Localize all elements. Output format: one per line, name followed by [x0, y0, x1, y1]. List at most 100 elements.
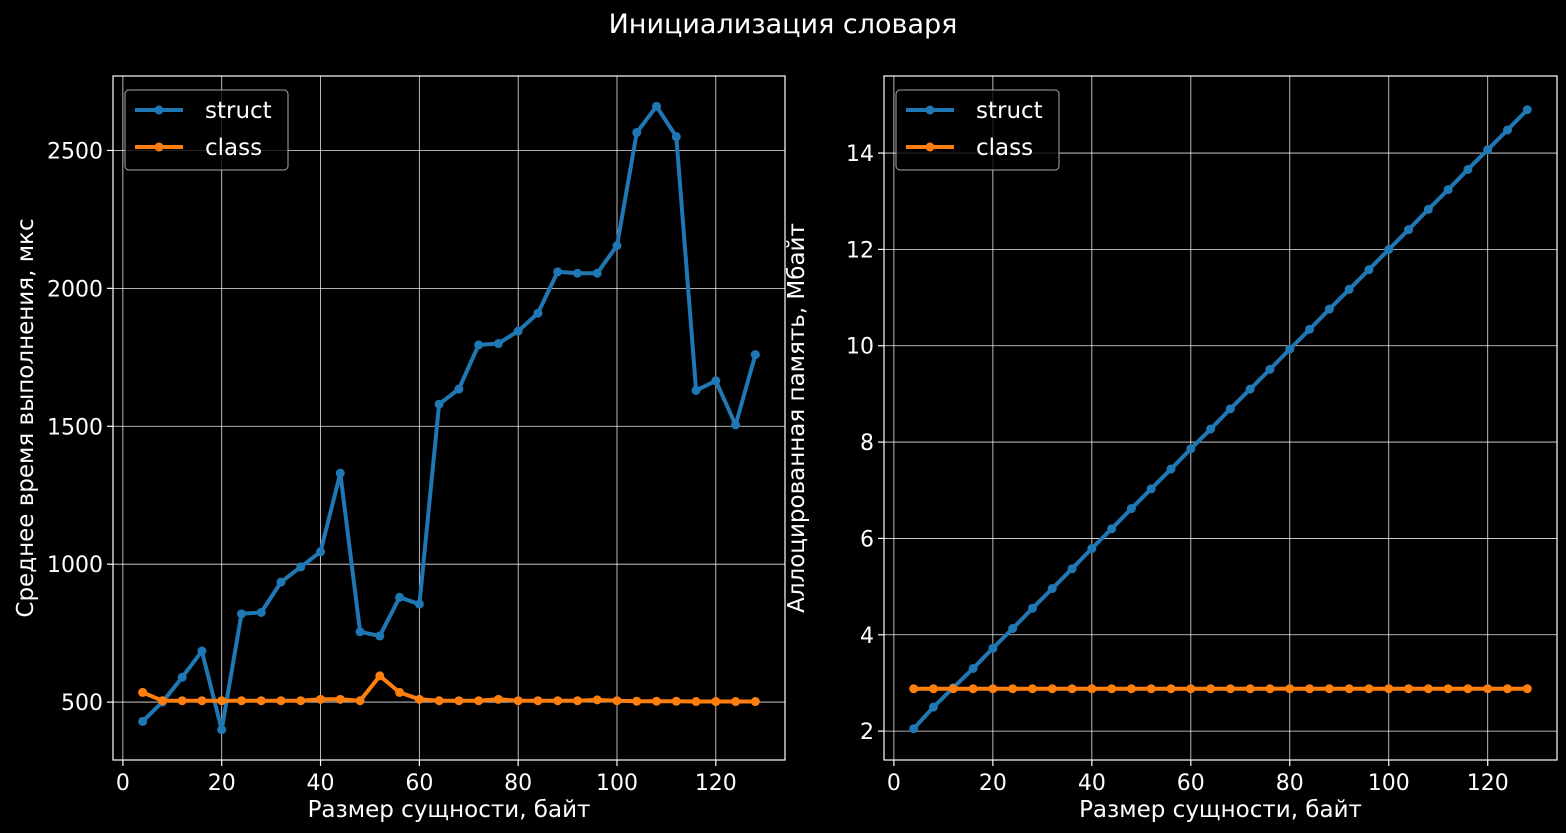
data-point-struct	[177, 672, 187, 682]
data-point-class	[1067, 684, 1077, 694]
y-tick-label: 10	[846, 335, 874, 360]
data-point-class	[217, 696, 227, 706]
y-tick-label: 2500	[47, 139, 103, 164]
data-point-class	[1245, 684, 1255, 694]
data-point-struct	[1027, 603, 1037, 613]
data-point-struct	[1364, 265, 1374, 275]
data-point-struct	[1503, 125, 1513, 135]
data-point-struct	[1344, 284, 1354, 294]
data-point-struct	[1146, 484, 1156, 494]
data-point-struct	[731, 420, 741, 430]
data-point-class	[1483, 684, 1493, 694]
data-point-class	[335, 694, 345, 704]
data-point-class	[1463, 684, 1473, 694]
legend-struct-label: struct	[976, 98, 1043, 124]
data-point-struct	[1384, 244, 1394, 254]
data-point-struct	[572, 268, 582, 278]
legend: struct class	[895, 89, 1060, 171]
figure-title: Инициализация словаря	[609, 9, 958, 40]
grid	[113, 76, 785, 760]
data-point-class	[493, 694, 503, 704]
data-point-struct	[1008, 623, 1018, 633]
tick-labels: 0 20 40 60 80 100 120 500 1000 1500 2000 2500	[47, 139, 737, 796]
data-point-class	[1186, 684, 1196, 694]
data-point-struct	[928, 702, 938, 712]
data-point-class	[988, 684, 998, 694]
data-point-struct	[612, 241, 622, 251]
x-tick-label: 100	[1368, 771, 1410, 796]
data-point-struct	[414, 599, 424, 609]
legend: struct class	[124, 89, 289, 171]
x-tick-label: 60	[405, 771, 433, 796]
chart-execution-time: 0 20 40 60 80 100 120 500 1000 1500 2000 2500 Разме…	[13, 75, 786, 823]
legend-struct-marker	[925, 105, 935, 115]
y-tick-label: 2	[860, 720, 874, 745]
data-point-class	[197, 696, 207, 706]
data-point-class	[296, 696, 306, 706]
data-point-class	[691, 697, 701, 707]
data-point-struct	[395, 592, 405, 602]
series-line-struct	[912, 108, 1529, 731]
data-point-class	[1305, 684, 1315, 694]
data-point-struct	[652, 101, 662, 111]
data-point-class	[1324, 684, 1334, 694]
x-tick-label: 20	[979, 771, 1007, 796]
data-point-struct	[1126, 504, 1136, 514]
data-point-struct	[1087, 544, 1097, 554]
legend-struct-label: struct	[205, 98, 272, 124]
x-tick-label: 120	[1467, 771, 1509, 796]
legend-class-label: class	[205, 135, 262, 161]
y-axis-label: Аллоцированная память, Мбайт	[784, 223, 810, 613]
x-axis-label: Размер сущности, байт	[308, 797, 591, 823]
data-point-class	[612, 696, 622, 706]
x-tick-label: 80	[1276, 771, 1304, 796]
data-point-struct	[1404, 225, 1414, 235]
data-point-class	[1404, 684, 1414, 694]
x-tick-label: 0	[887, 771, 901, 796]
series-line-class	[141, 673, 756, 704]
data-point-struct	[1206, 424, 1216, 434]
data-point-struct	[533, 308, 543, 318]
x-tick-label: 0	[116, 771, 130, 796]
data-point-struct	[553, 267, 563, 277]
data-point-struct	[711, 376, 721, 386]
data-point-struct	[217, 725, 227, 735]
y-axis-label: Среднее время выполнения, мкс	[13, 218, 39, 617]
data-point-struct	[513, 326, 523, 336]
data-point-struct	[474, 340, 484, 350]
data-point-struct	[1483, 145, 1493, 155]
data-point-struct	[909, 724, 919, 734]
data-point-class	[1166, 684, 1176, 694]
data-point-class	[236, 696, 246, 706]
data-point-struct	[197, 646, 207, 656]
data-point-class	[1206, 684, 1216, 694]
data-point-class	[157, 696, 167, 706]
data-point-class	[1364, 684, 1374, 694]
data-point-struct	[750, 350, 760, 360]
y-tick-label: 1000	[47, 553, 103, 578]
data-point-struct	[1245, 384, 1255, 394]
data-point-struct	[335, 468, 345, 478]
data-point-struct	[1265, 364, 1275, 374]
data-point-class	[1443, 684, 1453, 694]
data-point-class	[592, 695, 602, 705]
x-tick-label: 40	[307, 771, 335, 796]
data-point-struct	[1305, 324, 1315, 334]
legend-class-marker	[925, 142, 935, 152]
legend-class-label: class	[976, 135, 1033, 161]
data-point-class	[671, 696, 681, 706]
data-point-class	[1087, 684, 1097, 694]
x-tick-label: 120	[695, 771, 737, 796]
data-point-struct	[1166, 464, 1176, 474]
data-point-struct	[671, 132, 681, 142]
data-point-class	[1027, 684, 1037, 694]
data-point-class	[434, 696, 444, 706]
data-point-struct	[988, 643, 998, 653]
data-point-class	[928, 684, 938, 694]
data-point-struct	[1107, 524, 1117, 534]
x-tick-label: 40	[1078, 771, 1106, 796]
data-point-class	[1503, 684, 1513, 694]
data-point-class	[1522, 684, 1532, 694]
x-tick-label: 20	[208, 771, 236, 796]
data-point-class	[968, 684, 978, 694]
